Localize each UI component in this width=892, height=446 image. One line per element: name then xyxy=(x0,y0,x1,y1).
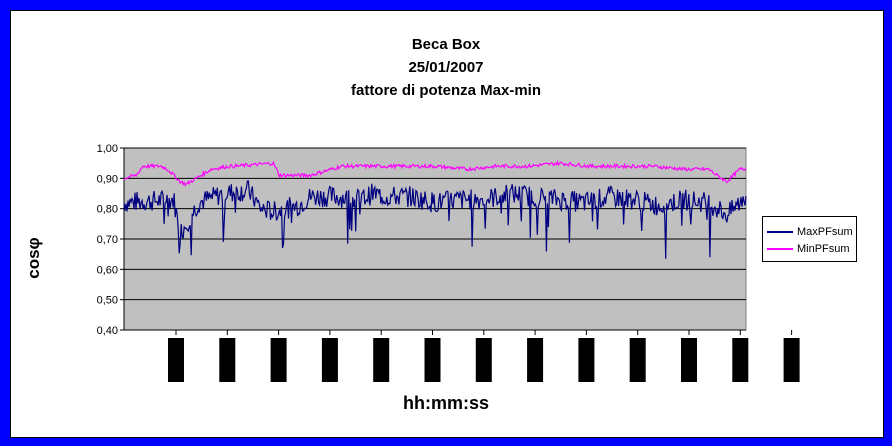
legend-item-maxpfsum: MaxPFsum xyxy=(767,225,853,239)
y-tick-label: 0,90 xyxy=(97,173,118,185)
legend-swatch-minpfsum xyxy=(767,248,793,250)
chart-title: Beca Box xyxy=(411,36,481,53)
series-line-minpfsum xyxy=(123,159,747,187)
y-tick-label: 1,00 xyxy=(97,143,118,155)
legend-label-maxpfsum: MaxPFsum xyxy=(797,226,853,238)
x-tick-label-block xyxy=(578,338,595,382)
y-tick-label: 0,80 xyxy=(97,204,118,216)
legend-swatch-maxpfsum xyxy=(767,231,793,233)
x-tick-label-block xyxy=(475,338,492,382)
x-axis-label: hh:mm:ss xyxy=(402,393,489,413)
legend-label-minpfsum: MinPFsum xyxy=(797,243,850,255)
series-line-maxpfsum xyxy=(123,180,747,259)
x-tick-label-block xyxy=(219,338,236,382)
chart-subtitle-2: fattore di potenza Max-min xyxy=(350,82,541,99)
x-tick-label-block xyxy=(527,338,544,382)
x-tick-label-block xyxy=(424,338,441,382)
x-tick-label-block xyxy=(270,338,287,382)
x-tick-label-block xyxy=(681,338,697,382)
y-tick-label: 0,40 xyxy=(97,325,118,337)
y-tick-label: 0,50 xyxy=(97,295,118,307)
x-tick-label-block xyxy=(321,338,338,382)
legend: MaxPFsum MinPFsum xyxy=(762,216,857,262)
y-tick-label: 0,60 xyxy=(97,264,118,276)
legend-item-minpfsum: MinPFsum xyxy=(767,242,850,256)
x-tick-label-block xyxy=(732,338,749,382)
y-tick-label: 0,70 xyxy=(97,234,118,246)
x-tick-label-block xyxy=(783,338,800,382)
x-tick-label-block xyxy=(629,338,646,382)
chart-subtitle: 25/01/2007 xyxy=(408,59,484,76)
x-tick-label-block xyxy=(168,338,184,382)
x-tick-label-block xyxy=(373,338,390,382)
